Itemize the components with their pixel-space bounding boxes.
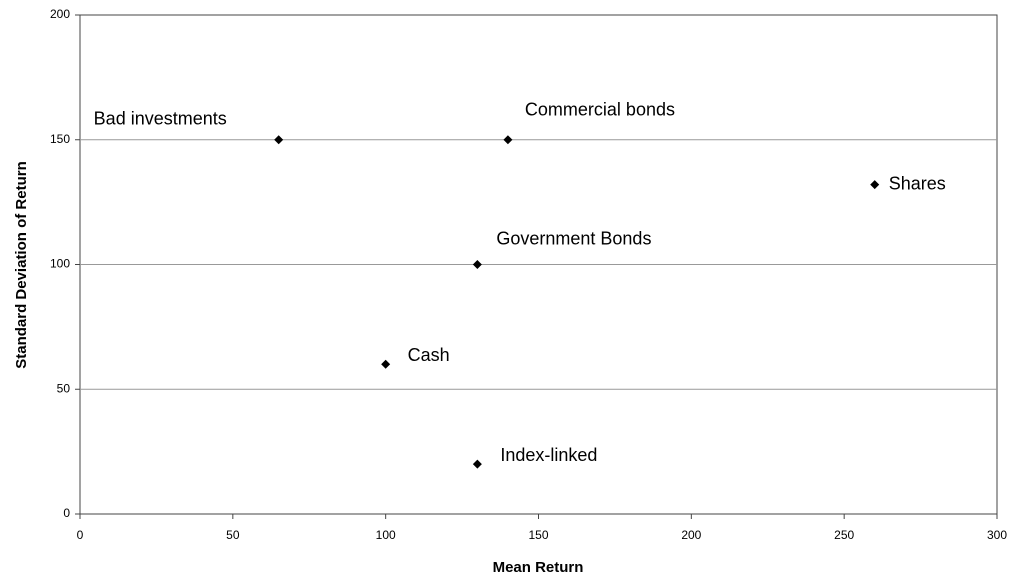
y-tick-label: 200	[50, 7, 70, 21]
x-tick-label: 200	[681, 528, 701, 542]
point-label: Bad investments	[94, 109, 227, 129]
y-tick-label: 100	[50, 257, 70, 271]
point-label: Government Bonds	[496, 228, 651, 248]
y-tick-label: 150	[50, 132, 70, 146]
point	[274, 135, 284, 145]
x-tick-label: 0	[77, 528, 84, 542]
point-label: Commercial bonds	[525, 100, 675, 120]
point	[503, 135, 513, 145]
point	[870, 180, 880, 190]
point-label: Shares	[889, 173, 946, 193]
point-label: Index-linked	[500, 445, 597, 465]
y-tick-label: 50	[57, 381, 71, 395]
point	[472, 260, 482, 269]
point-label: Cash	[408, 345, 450, 365]
x-tick-label: 150	[528, 528, 548, 542]
x-tick-label: 50	[226, 528, 240, 542]
x-tick-label: 100	[376, 528, 396, 542]
x-tick-label: 250	[834, 528, 854, 542]
x-axis-title: Mean Return	[493, 559, 584, 576]
y-tick-label: 0	[63, 506, 70, 520]
point	[472, 459, 482, 469]
x-tick-label: 300	[987, 528, 1007, 542]
point	[381, 359, 391, 369]
y-axis-title: Standard Deviation of Return	[13, 161, 30, 369]
